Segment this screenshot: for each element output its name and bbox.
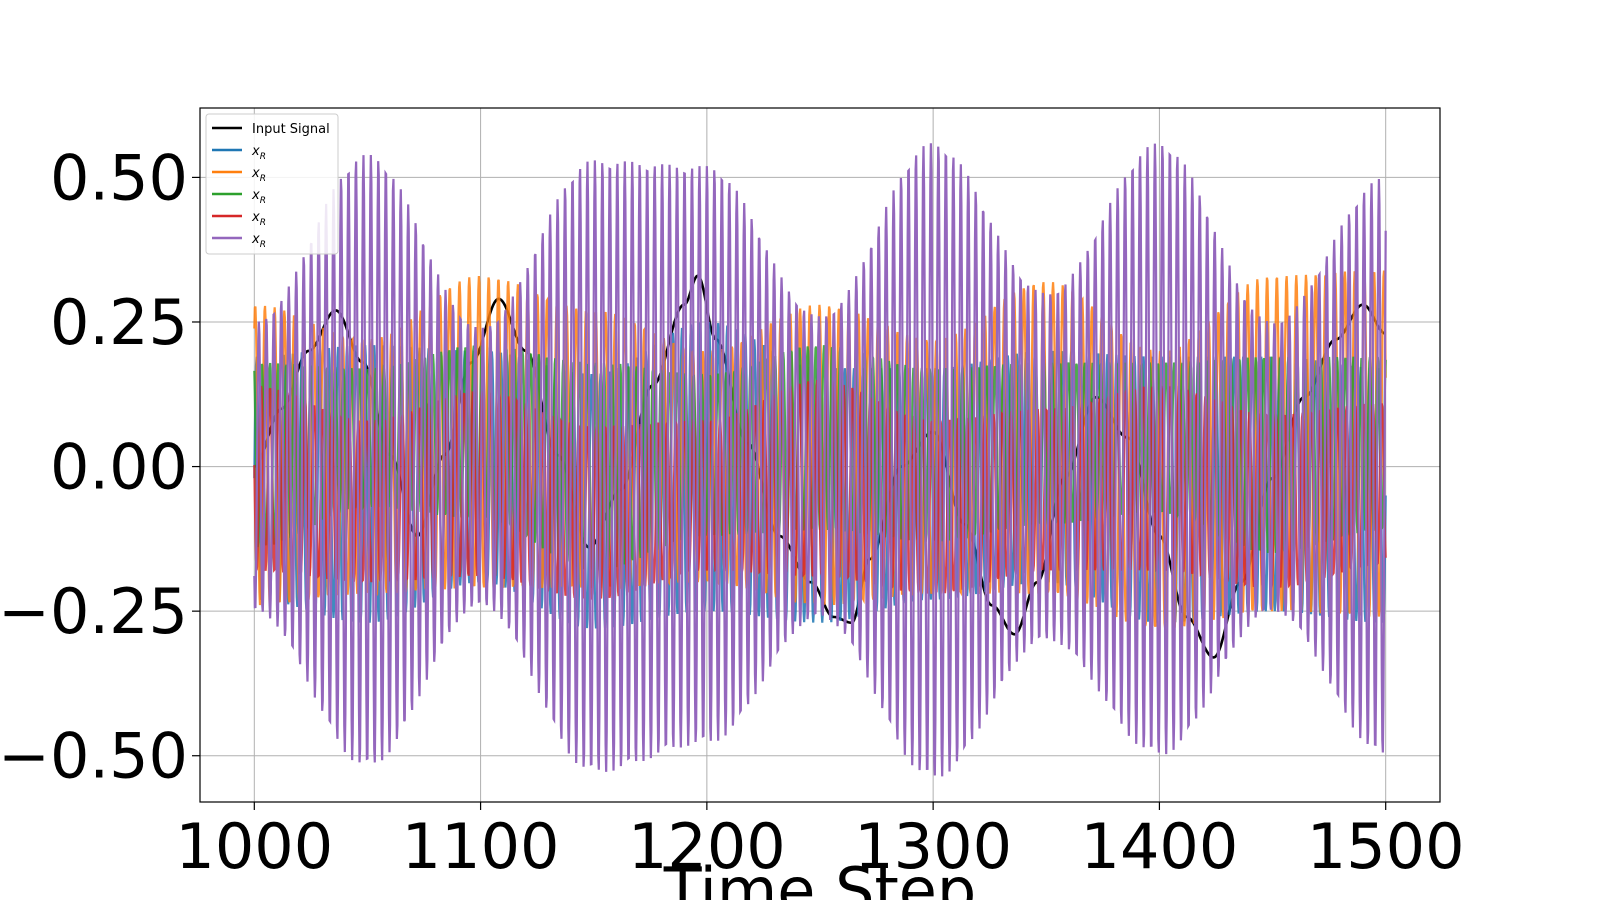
legend-label: xR: [251, 144, 266, 162]
y-tick-label: −0.25: [0, 575, 188, 648]
legend-label: xR: [251, 232, 266, 250]
y-tick-label: 0.50: [50, 141, 188, 214]
axis-ticks: 1000 1100 1200 1300 1400 1500 0.50 0.25 0.00 −0.2…: [0, 141, 1465, 883]
series-x-r-5: [253, 143, 1387, 777]
legend-label: xR: [251, 188, 266, 206]
legend-label: xR: [251, 166, 266, 184]
y-tick-label: 0.00: [50, 431, 188, 504]
x-tick-label: 1000: [175, 810, 333, 883]
legend-label: Input Signal: [252, 122, 330, 137]
plot-frame: [199, 107, 1441, 803]
y-tick-label: −0.50: [0, 720, 188, 793]
x-tick-label: 1200: [628, 810, 786, 883]
x-tick-label: 1300: [854, 810, 1012, 883]
x-axis-title: Time Step: [663, 854, 977, 900]
x-tick-label: 1100: [402, 810, 560, 883]
x-tick-label: 1400: [1081, 810, 1239, 883]
y-tick-label: 0.25: [50, 286, 188, 359]
series-group: [253, 143, 1387, 777]
x-tick-label: 1500: [1307, 810, 1465, 883]
legend-label: xR: [251, 210, 266, 228]
legend: Input Signal xR xR xR xR xR: [205, 113, 339, 255]
